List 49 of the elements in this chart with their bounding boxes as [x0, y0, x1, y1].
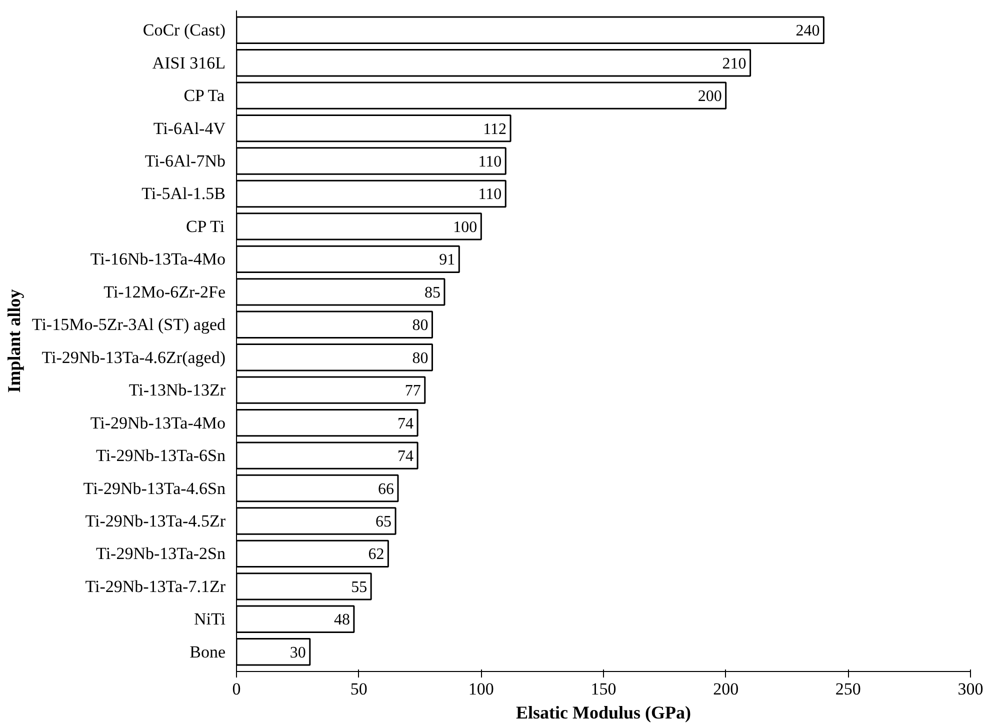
- x-axis-title: Elsatic Modulus (GPa): [516, 702, 692, 722]
- x-tick-label: 250: [835, 680, 861, 698]
- x-tick-label: 100: [468, 680, 494, 698]
- data-label: 112: [483, 120, 507, 138]
- data-label: 110: [478, 154, 502, 171]
- y-axis-title: Implant alloy: [4, 289, 24, 393]
- data-label: 77: [404, 382, 421, 400]
- y-tick-label: Ti-29Nb-13Ta-4.5Zr: [85, 511, 226, 530]
- data-label: 55: [351, 578, 368, 596]
- data-label: 210: [722, 55, 746, 72]
- y-tick-label: Ti-29Nb-13Ta-4Mo: [90, 413, 226, 432]
- data-label: 62: [368, 546, 384, 564]
- y-tick-label: Ti-6Al-7Nb: [144, 152, 226, 171]
- data-label: 200: [698, 88, 722, 106]
- y-tick-label: Ti-6Al-4V: [153, 118, 226, 138]
- data-label: 30: [290, 644, 306, 662]
- y-tick-label: CP Ta: [184, 86, 226, 106]
- y-tick-label: Ti-5Al-1.5B: [142, 184, 226, 204]
- y-tick-label: Ti-13Nb-13Zr: [128, 380, 226, 400]
- y-tick-label: Ti-29Nb-13Ta-2Sn: [96, 544, 226, 564]
- y-tick-label: Ti-15Mo-5Zr-3Al (ST) aged: [32, 315, 226, 334]
- y-tick-label: NiTi: [194, 610, 226, 629]
- y-tick-label: AISI 316L: [152, 53, 226, 72]
- y-tick-label: Ti-29Nb-13Ta-4.6Sn: [83, 478, 226, 498]
- data-label: 110: [478, 186, 502, 204]
- y-tick-label: CoCr (Cast): [142, 20, 226, 40]
- y-tick-label: Ti-16Nb-13Ta-4Mo: [90, 250, 226, 269]
- y-tick-label: Ti-29Nb-13Ta-4.6Zr(aged): [42, 348, 226, 367]
- x-tick-label: 200: [713, 680, 739, 698]
- data-label: 240: [796, 22, 820, 40]
- x-tick-label: 0: [232, 680, 241, 698]
- data-label: 91: [439, 252, 456, 269]
- data-label: 100: [453, 218, 478, 236]
- y-tick-label: Bone: [190, 642, 226, 662]
- x-tick-label: 50: [350, 680, 368, 698]
- y-tick-label: Ti-12Mo-6Zr-2Fe: [104, 282, 226, 302]
- data-label: 80: [412, 350, 428, 367]
- data-label: 85: [424, 284, 440, 302]
- data-label: 65: [376, 513, 392, 530]
- data-label: 74: [398, 448, 414, 466]
- data-label: 66: [378, 480, 394, 498]
- x-tick-label: 150: [590, 680, 616, 698]
- data-label: 74: [398, 415, 414, 432]
- y-tick-label: Ti-29Nb-13Ta-6Sn: [96, 446, 226, 466]
- data-label: 80: [412, 317, 428, 334]
- x-tick-label: 300: [958, 680, 984, 698]
- y-tick-label: Ti-29Nb-13Ta-7.1Zr: [85, 576, 226, 596]
- y-tick-label: CP Ti: [186, 216, 225, 236]
- data-label: 48: [334, 612, 350, 629]
